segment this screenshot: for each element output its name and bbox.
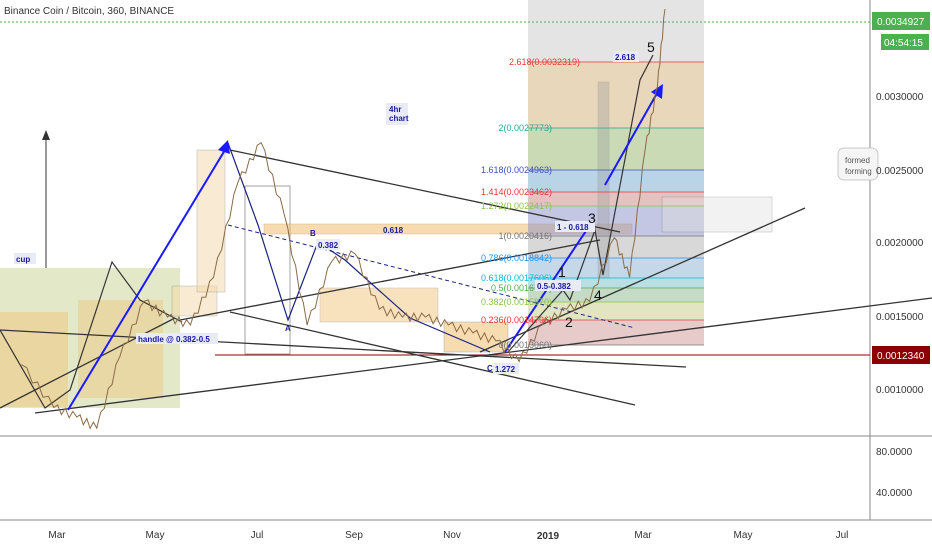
- wave-numbers: 1 2 3 4 5: [558, 39, 655, 330]
- time-tick: Sep: [345, 530, 363, 541]
- ratio-2618-bg: [613, 51, 639, 62]
- wave-a-label: A: [285, 324, 291, 333]
- wave-c-label: C: [487, 364, 493, 373]
- peak-box: [244, 185, 291, 355]
- target-box: [661, 196, 773, 233]
- fib-band-2618: [528, 62, 704, 128]
- wave-3-label: 3: [588, 210, 596, 226]
- wave-5-label: 5: [647, 39, 655, 55]
- resistance-box: [263, 223, 633, 235]
- last-price-value: 0.0034927: [877, 17, 925, 28]
- fib-band-1414: [528, 192, 704, 206]
- price-tick: 0.0030000: [876, 92, 924, 103]
- countdown-value: 04:54:15: [884, 38, 923, 49]
- ratio-05-0382-label: 0.5-0.382: [537, 282, 571, 291]
- price-tick: 0.0020000: [876, 238, 924, 249]
- trend-lines: [0, 149, 932, 414]
- box-ratio-label: 0.618: [383, 226, 404, 235]
- price-series-line: [21, 9, 666, 430]
- price-tick: 0.0010000: [876, 385, 924, 396]
- time-tick: Jul: [836, 530, 849, 541]
- c-ratio-label: 1.272: [495, 365, 516, 374]
- time-tick: 2019: [537, 531, 560, 542]
- fib-label: 1.414(0.0023462): [481, 187, 552, 197]
- fib-label: 0.382(0.0015870): [481, 297, 552, 307]
- time-tick: Mar: [48, 530, 66, 541]
- b-ratio-bg: [316, 239, 340, 250]
- chart4hr-label: 4hr chart: [389, 105, 409, 123]
- price-tick: 0.0025000: [876, 166, 924, 177]
- fib-label: 0(0.0013060): [498, 340, 552, 350]
- fib-band-0382: [528, 302, 704, 320]
- fib-band-0618: [528, 278, 704, 288]
- side-note-line-2: forming: [845, 167, 872, 176]
- arrow-head-1: [218, 140, 230, 154]
- fib-band-05: [528, 288, 704, 302]
- fib-band-1618: [528, 170, 704, 192]
- wave-b-label: B: [310, 229, 316, 238]
- fib-band-0236: [528, 320, 704, 345]
- price-tick: 0.0015000: [876, 312, 924, 323]
- cup-zigzag: [0, 260, 183, 409]
- fib-band-2: [528, 128, 704, 170]
- cup-label: cup: [16, 255, 30, 264]
- ratio-2618-label: 2.618: [615, 53, 636, 62]
- level-marker-badge: [872, 346, 930, 364]
- ratio-1-0618-bg: [555, 221, 595, 232]
- level-marker-value: 0.0012340: [877, 351, 925, 362]
- ratio-1-0618-label: 1 - 0.618: [557, 223, 589, 232]
- cup-arrow-head: [42, 130, 50, 140]
- cup-tag-bg: [14, 253, 36, 264]
- arrow-head-2: [651, 84, 663, 99]
- time-tick: May: [146, 530, 165, 541]
- fib-band-0786: [528, 258, 704, 278]
- wave-4-label: 4: [594, 287, 602, 303]
- time-tick: Mar: [634, 530, 652, 541]
- cup-box-right: [78, 300, 163, 398]
- cup-box-left: [0, 312, 68, 407]
- side-note-box: [837, 147, 879, 181]
- handle-tag-bg: [136, 333, 218, 344]
- time-tick: May: [734, 530, 753, 541]
- fib-label: 1.272(0.0022417): [481, 201, 552, 211]
- time-tick: Jul: [251, 530, 264, 541]
- indicator-axis: 80.0000 40.0000: [876, 447, 913, 499]
- fib-label: 0.786(0.0018842): [481, 253, 552, 263]
- range-box: [319, 287, 439, 323]
- c-ratio-bg: [493, 363, 519, 374]
- price-pane: [0, 0, 870, 436]
- chart4hr-tag-bg: [386, 103, 408, 125]
- fib-labels: 2.618(0.0032319) 2(0.0027773) 1.618(0.00…: [481, 57, 580, 350]
- wave-1-label: 1: [558, 264, 566, 280]
- fib-label: 1.618(0.0024963): [481, 165, 552, 175]
- last-price-badge: [872, 12, 930, 30]
- wave-2-label: 2: [565, 314, 573, 330]
- fib-label: 2(0.0027773): [498, 123, 552, 133]
- fib-label: 0.236(0.0014796): [481, 315, 552, 325]
- b-ratio-label: 0.382: [318, 241, 339, 250]
- handle-label: handle @ 0.382-0.5: [138, 335, 210, 344]
- fib-label: 1(0.0020416): [498, 231, 552, 241]
- fib-label: 0.618(0.0017606): [481, 273, 552, 283]
- side-note-line-1: formed: [845, 156, 870, 165]
- chart-title: Binance Coin / Bitcoin, 360, BINANCE: [4, 6, 174, 17]
- fib-label: 2.618(0.0032319): [509, 57, 580, 67]
- countdown-badge: [881, 34, 929, 50]
- indicator-tick: 80.0000: [876, 447, 913, 458]
- time-axis: Mar May Jul Sep Nov 2019 Mar May Jul: [48, 530, 848, 542]
- ratio-05-0382-bg: [535, 280, 581, 291]
- price-axis: 0.0030000 0.0025000 0.0020000 0.0015000 …: [876, 92, 924, 396]
- time-tick: Nov: [443, 530, 461, 541]
- fib-label: 0.5(0.0016738): [491, 283, 552, 293]
- indicator-tick: 40.0000: [876, 488, 913, 499]
